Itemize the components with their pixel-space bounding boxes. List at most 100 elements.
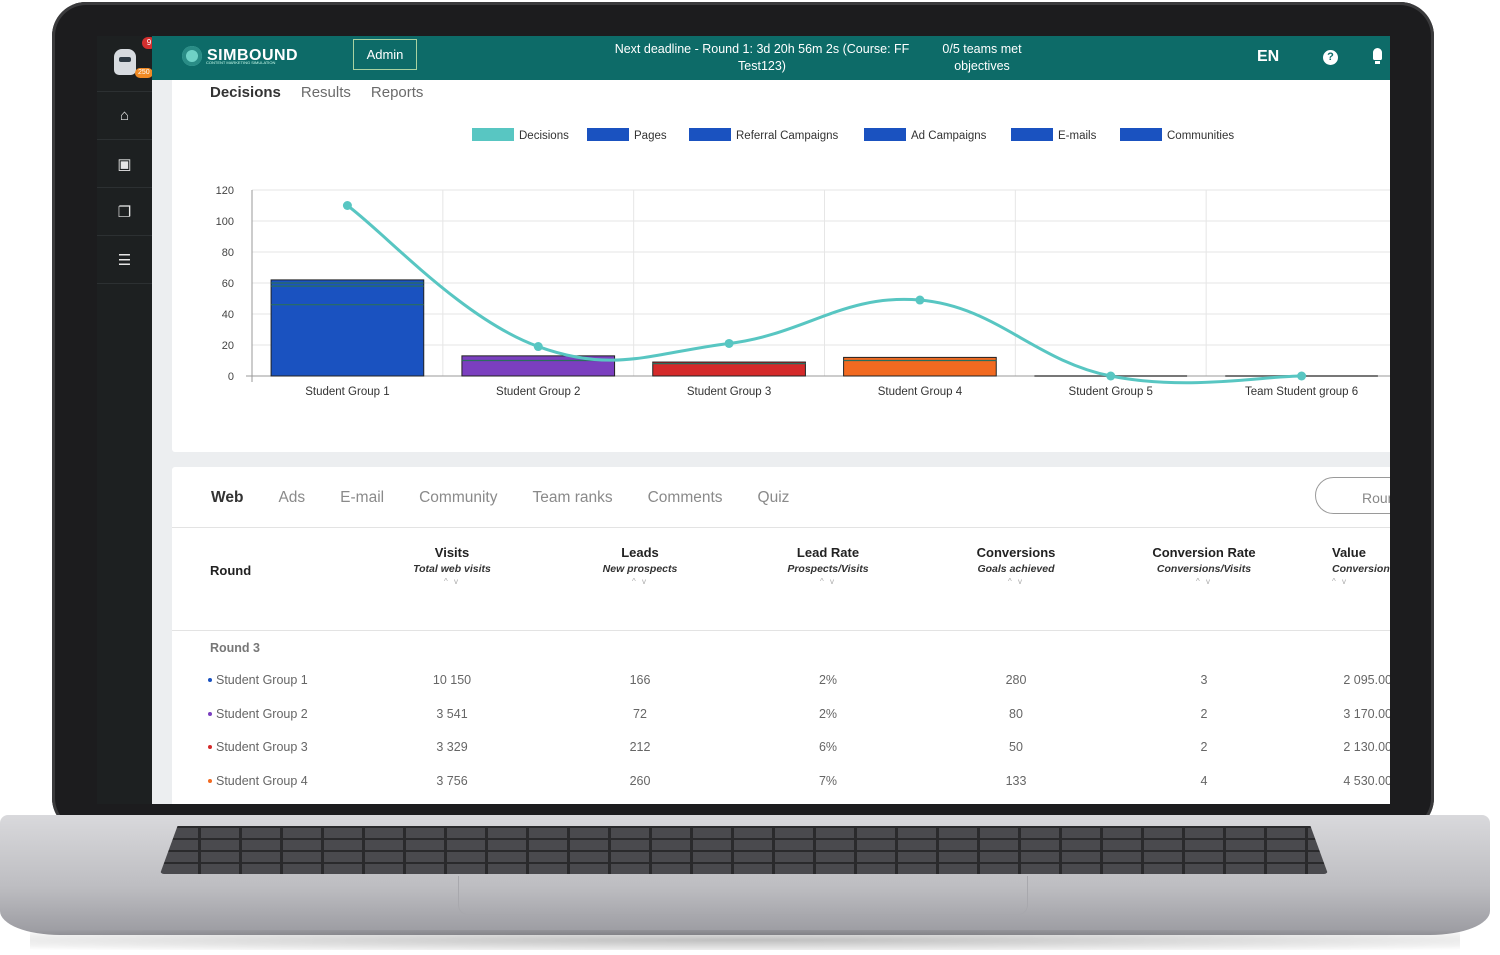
group-name-text: Student Group 1 — [216, 673, 308, 687]
column-header-lead-rate[interactable]: Lead Rate Prospects/Visits ^ v — [768, 545, 888, 586]
column-header-value[interactable]: Value Conversion value ^ v — [1332, 545, 1390, 586]
tab-reports[interactable]: Reports — [370, 84, 424, 101]
sort-icon[interactable]: ^ v — [820, 577, 836, 586]
sort-icon[interactable]: ^ v — [632, 577, 648, 586]
group-name-text: Student Group 3 — [216, 740, 308, 754]
legend-swatch — [689, 128, 731, 141]
app-screen: 9 250 ⌂ ▣ ❐ ☰ SIMBOUND CONTENT MARKETING… — [97, 36, 1390, 804]
app-logo[interactable]: SIMBOUND — [182, 46, 298, 66]
column-title: Conversions — [976, 545, 1056, 560]
round-group-label: Round 3 — [210, 641, 260, 655]
legend-swatch — [864, 128, 906, 141]
decisions-point — [533, 342, 543, 352]
results-panel: Web Ads E-mail Community Team ranks Comm… — [172, 467, 1390, 804]
y-tick-label: 100 — [216, 216, 234, 228]
table-cell: 72 — [633, 706, 647, 721]
legend-swatch — [472, 128, 514, 141]
tab-team-ranks[interactable]: Team ranks — [532, 489, 613, 506]
table-cell: 80 — [1009, 706, 1023, 721]
table-cell: 166 — [629, 673, 651, 687]
row-group-name: Student Group 3 — [208, 740, 308, 754]
sort-icon[interactable]: ^ v — [1008, 577, 1024, 586]
bottom-tabs: Web Ads E-mail Community Team ranks Comm… — [211, 489, 789, 507]
tab-ads[interactable]: Ads — [278, 489, 306, 506]
sort-icon[interactable]: ^ v — [1196, 577, 1212, 586]
legend-label: E-mails — [1058, 130, 1097, 142]
legend-swatch — [1120, 128, 1162, 141]
sidebar-item-documents[interactable]: ❐ — [97, 188, 152, 236]
sidebar: 9 250 ⌂ ▣ ❐ ☰ — [97, 36, 156, 804]
column-title: Value — [1332, 545, 1366, 560]
group-color-dot — [208, 678, 212, 682]
legend-label: Communities — [1167, 130, 1234, 142]
column-subtitle: Goals achieved — [977, 563, 1055, 575]
tab-decisions[interactable]: Decisions — [210, 84, 281, 101]
table-cell: 212 — [629, 740, 651, 754]
y-tick-label: 0 — [228, 371, 234, 383]
table-cell: 10 150 — [432, 673, 472, 687]
chart-panel: Decisions Results Reports Decisions Pages… — [172, 80, 1390, 452]
help-icon[interactable]: ? — [1323, 50, 1338, 65]
column-title: Visits — [434, 545, 470, 560]
coins-badge: 250 — [135, 68, 153, 78]
table-cell: 2 095.00 — [1343, 673, 1390, 687]
decisions-point — [724, 338, 734, 348]
tab-web[interactable]: Web — [211, 489, 244, 506]
top-tabs: Decisions Results Reports — [210, 84, 423, 101]
column-header-round[interactable]: Round — [210, 563, 252, 578]
group-name-text: Student Group 2 — [216, 706, 308, 721]
table-row[interactable]: Student Group 3 3 329 212 6% 50 2 2 130.00 — [172, 740, 1390, 760]
column-header-visits[interactable]: Visits Total web visits ^ v — [392, 545, 512, 586]
table-cell: 3 329 — [436, 740, 468, 754]
sort-icon[interactable]: ^ v — [1332, 577, 1348, 586]
tabs-divider — [172, 527, 1390, 528]
column-subtitle: Conversion value — [1332, 563, 1390, 575]
tab-results[interactable]: Results — [300, 84, 351, 101]
lightbulb-icon[interactable] — [1373, 48, 1382, 64]
x-tick-label: Student Group 5 — [1069, 386, 1153, 398]
table-cell: 133 — [1005, 773, 1027, 788]
column-title: Conversion Rate — [1152, 545, 1256, 560]
teams-status: 0/5 teams met objectives — [942, 42, 1022, 73]
list-icon: ☰ — [117, 251, 132, 269]
language-selector[interactable]: EN — [1257, 48, 1280, 65]
legend-swatch — [1011, 128, 1053, 141]
table-cell: 3 541 — [436, 706, 468, 721]
user-avatar[interactable]: 9 250 — [97, 36, 156, 92]
calendar-icon: ▣ — [117, 155, 132, 173]
table-row[interactable]: Student Group 1 10 150 166 2% 280 3 2 095.00 — [172, 673, 1390, 693]
round-selector-button[interactable]: Round — [1315, 477, 1390, 514]
legend-label: Referral Campaigns — [736, 130, 839, 142]
sidebar-item-list[interactable]: ☰ — [97, 236, 152, 284]
x-tick-label: Student Group 3 — [687, 386, 771, 398]
column-header-conversions[interactable]: Conversions Goals achieved ^ v — [956, 545, 1076, 586]
column-header-leads[interactable]: Leads New prospects ^ v — [580, 545, 700, 586]
table-cell: 4 — [1200, 773, 1208, 788]
group-color-dot — [208, 745, 212, 749]
admin-button[interactable]: Admin — [353, 39, 417, 70]
table-row[interactable]: Student Group 4 3 756 260 7% 133 4 4 530.00 — [172, 774, 1390, 794]
laptop-trackpad — [458, 876, 1028, 915]
x-tick-label: Student Group 1 — [305, 386, 389, 398]
y-tick-label: 20 — [222, 340, 234, 352]
decisions-line — [346, 204, 1302, 385]
tab-comments[interactable]: Comments — [647, 489, 723, 506]
tab-quiz[interactable]: Quiz — [757, 489, 790, 506]
logo-icon — [182, 46, 202, 66]
column-header-conversion-rate[interactable]: Conversion Rate Conversions/Visits ^ v — [1134, 545, 1274, 586]
column-title: Leads — [621, 545, 659, 560]
tab-community[interactable]: Community — [419, 489, 498, 506]
sort-icon[interactable]: ^ v — [444, 577, 460, 586]
y-tick-label: 80 — [222, 247, 234, 259]
table-cell: 7% — [818, 773, 838, 788]
sidebar-item-calendar[interactable]: ▣ — [97, 140, 152, 188]
tab-email[interactable]: E-mail — [340, 489, 385, 506]
sidebar-item-home[interactable]: ⌂ — [97, 92, 152, 140]
table-cell: 2 — [1200, 706, 1208, 721]
table-cell: 4 530.00 — [1343, 773, 1390, 788]
logo-subtitle: CONTENT MARKETING SIMULATION — [206, 60, 276, 65]
table-cell: 3 756 — [436, 773, 468, 788]
copy-icon: ❐ — [117, 203, 132, 221]
table-row[interactable]: Student Group 2 3 541 72 2% 80 2 3 170.00 — [172, 707, 1390, 727]
table-cell: 3 — [1200, 673, 1208, 687]
